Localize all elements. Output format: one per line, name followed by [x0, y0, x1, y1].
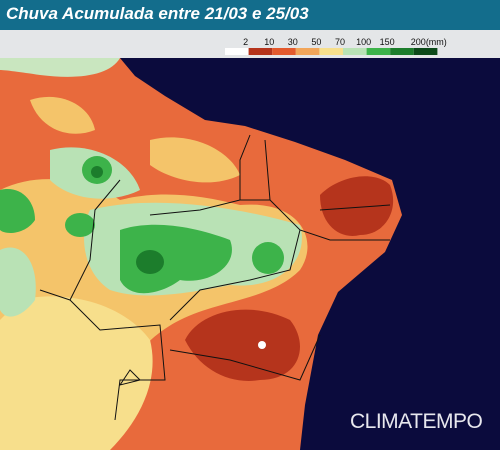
rain-zone	[150, 137, 240, 183]
legend-label: 70	[335, 37, 345, 47]
legend-swatch	[295, 48, 320, 55]
legend-swatch	[272, 48, 296, 55]
rain-zone	[91, 166, 103, 178]
rain-zone	[0, 247, 36, 317]
legend-swatch	[343, 48, 367, 55]
legend-swatch	[248, 48, 273, 55]
legend-swatch	[225, 48, 249, 55]
legend-label: 2	[243, 37, 248, 47]
rain-zone	[0, 296, 153, 450]
state-borders	[39, 134, 391, 421]
rain-zone	[0, 58, 120, 77]
title: Chuva Acumulada entre 21/03 e 25/03	[6, 4, 309, 23]
rain-zone	[258, 341, 266, 349]
rain-zone	[0, 189, 35, 233]
rain-zone	[120, 224, 232, 294]
legend-label: 100	[356, 37, 371, 47]
rain-zone	[65, 213, 95, 237]
rain-zone	[320, 176, 394, 236]
ocean	[120, 58, 500, 450]
legend-label: 150	[380, 37, 395, 47]
legend-swatch	[366, 48, 391, 55]
rain-zone	[30, 96, 95, 134]
legend-label: 50	[311, 37, 321, 47]
rain-zone	[185, 309, 300, 381]
rain-zone	[252, 242, 284, 274]
legend: 2 10 30 50 70 100 150 200(mm)	[225, 37, 447, 55]
legend-label: 10	[264, 37, 274, 47]
title-bar: Chuva Acumulada entre 21/03 e 25/03	[0, 0, 500, 30]
legend-swatch	[390, 48, 414, 55]
legend-label: 30	[288, 37, 298, 47]
rain-zone	[136, 250, 164, 274]
legend-label: 200(mm)	[411, 37, 447, 47]
watermark: CLIMATEMPO	[350, 410, 482, 433]
legend-swatch	[413, 48, 438, 55]
legend-swatch	[319, 48, 343, 55]
